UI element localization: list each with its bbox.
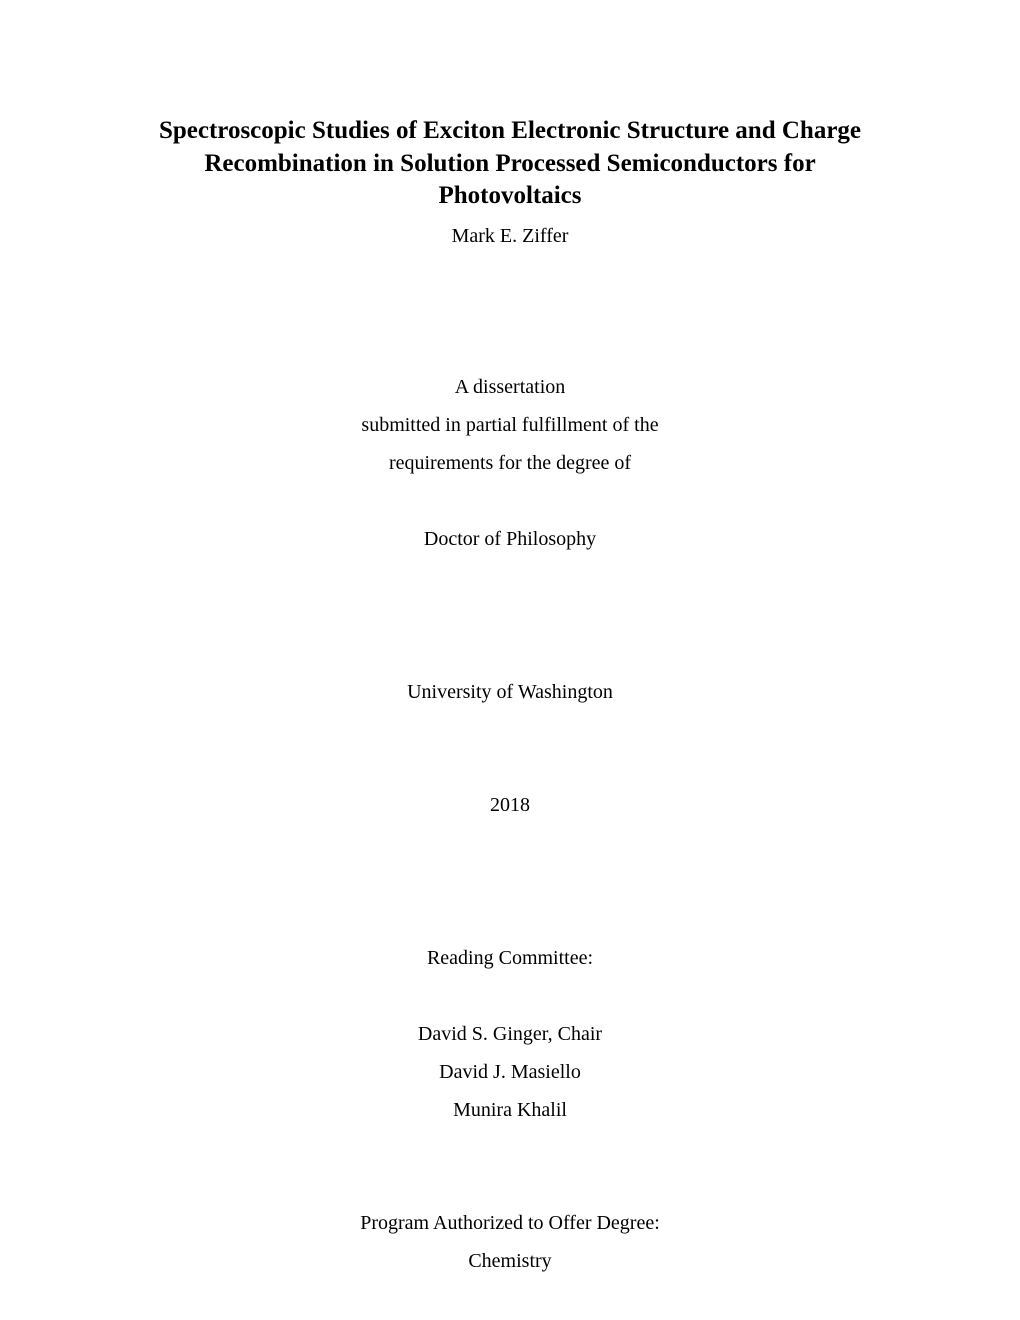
- university-name: University of Washington: [130, 673, 890, 711]
- title-line-2: Recombination in Solution Processed Semi…: [130, 148, 890, 213]
- year: 2018: [130, 786, 890, 824]
- submission-line-2: submitted in partial fulfillment of the: [130, 406, 890, 444]
- degree-name: Doctor of Philosophy: [130, 520, 890, 558]
- author-name: Mark E. Ziffer: [130, 225, 890, 248]
- submission-block: A dissertation submitted in partial fulf…: [130, 368, 890, 482]
- program-department: Chemistry: [130, 1242, 890, 1280]
- committee-member-2: David J. Masiello: [130, 1053, 890, 1091]
- committee-chair: David S. Ginger, Chair: [130, 1015, 890, 1053]
- title-line-1: Spectroscopic Studies of Exciton Electro…: [130, 115, 890, 148]
- dissertation-title: Spectroscopic Studies of Exciton Electro…: [130, 115, 890, 213]
- committee-heading: Reading Committee:: [130, 939, 890, 977]
- submission-line-3: requirements for the degree of: [130, 444, 890, 482]
- program-heading: Program Authorized to Offer Degree:: [130, 1204, 890, 1242]
- submission-line-1: A dissertation: [130, 368, 890, 406]
- committee-members: David S. Ginger, Chair David J. Masiello…: [130, 1015, 890, 1129]
- committee-member-3: Munira Khalil: [130, 1091, 890, 1129]
